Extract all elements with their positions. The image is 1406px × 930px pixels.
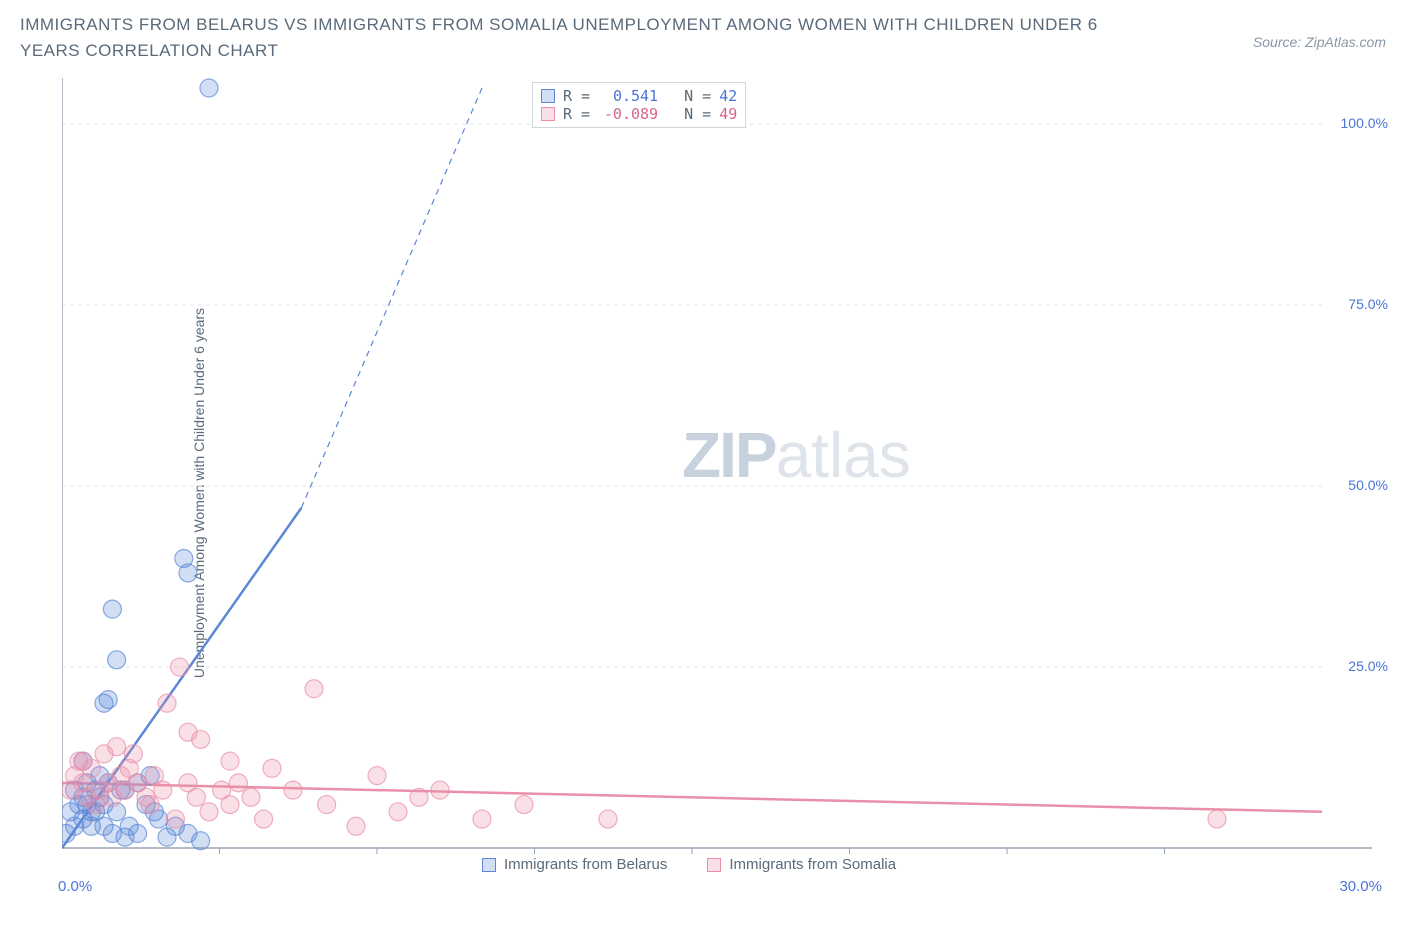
n-label: N = <box>684 87 711 105</box>
r-value-belarus: 0.541 <box>598 87 658 105</box>
n-label: N = <box>684 105 711 123</box>
legend-item-somalia: Immigrants from Somalia <box>707 856 896 873</box>
legend-swatch-somalia <box>541 107 555 121</box>
legend-label-somalia: Immigrants from Somalia <box>729 856 896 873</box>
bottom-legend: Immigrants from Belarus Immigrants from … <box>482 856 896 873</box>
chart-title: IMMIGRANTS FROM BELARUS VS IMMIGRANTS FR… <box>20 12 1100 63</box>
legend-swatch-somalia-icon <box>707 858 721 872</box>
chart-container: Unemployment Among Women with Children U… <box>20 78 1390 908</box>
y-tick-1: 50.0% <box>1328 477 1388 493</box>
legend-item-belarus: Immigrants from Belarus <box>482 856 667 873</box>
legend-swatch-belarus <box>541 89 555 103</box>
stats-legend-box: R = 0.541 N = 42 R = -0.089 N = 49 <box>532 82 746 128</box>
scatter-plot: ZIPatlas R = 0.541 N = 42 R = -0.089 N =… <box>62 78 1382 878</box>
n-value-somalia: 49 <box>719 105 737 123</box>
r-label: R = <box>563 87 590 105</box>
stats-row-belarus: R = 0.541 N = 42 <box>541 87 737 105</box>
stats-row-somalia: R = -0.089 N = 49 <box>541 105 737 123</box>
y-tick-2: 75.0% <box>1328 296 1388 312</box>
r-label: R = <box>563 105 590 123</box>
y-tick-3: 100.0% <box>1328 115 1388 131</box>
legend-label-belarus: Immigrants from Belarus <box>504 856 667 873</box>
y-tick-0: 25.0% <box>1328 658 1388 674</box>
legend-swatch-belarus-icon <box>482 858 496 872</box>
r-value-somalia: -0.089 <box>598 105 658 123</box>
x-tick-1: 30.0% <box>1339 878 1382 895</box>
n-value-belarus: 42 <box>719 87 737 105</box>
source-attribution: Source: ZipAtlas.com <box>1253 34 1386 50</box>
x-tick-0: 0.0% <box>58 878 92 895</box>
